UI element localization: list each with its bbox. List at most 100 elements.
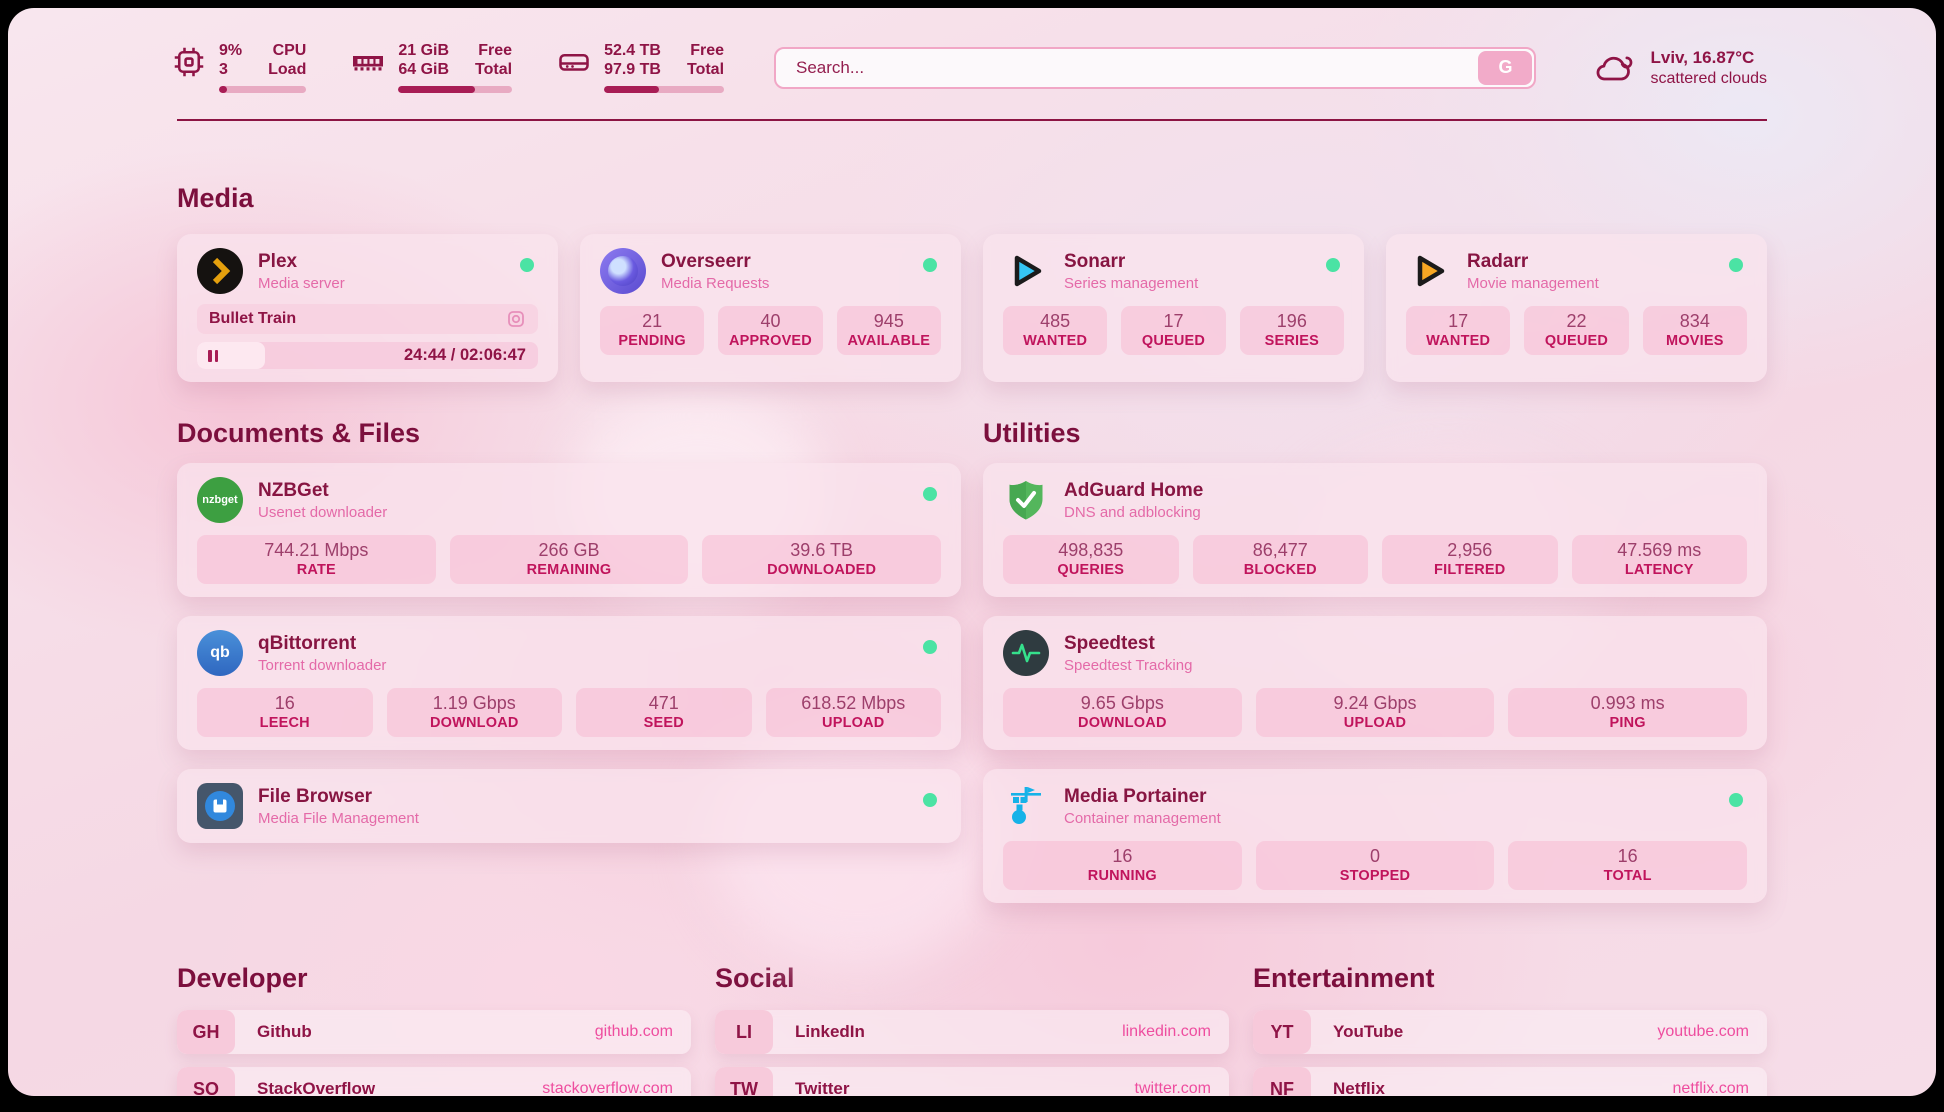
adguard-logo-icon xyxy=(1003,477,1049,523)
memory-free-value: 21 GiB xyxy=(398,42,450,59)
radarr-logo-icon xyxy=(1406,248,1452,294)
status-online-dot xyxy=(923,258,937,272)
bookmark-github[interactable]: GH Github github.com xyxy=(177,1010,691,1054)
stat-wanted: 17 WANTED xyxy=(1406,306,1511,355)
service-subtitle: Media File Management xyxy=(258,809,419,827)
section-title-developer: Developer xyxy=(177,963,308,993)
bookmark-youtube[interactable]: YT YouTube youtube.com xyxy=(1253,1010,1767,1054)
portainer-logo-icon xyxy=(1003,783,1049,829)
media-card-grid: Plex Media server Bullet Train 24:44 / 0 xyxy=(177,234,1767,382)
speedtest-logo-icon xyxy=(1003,630,1049,676)
cpu-usage-label: CPU xyxy=(272,42,307,59)
stat-stopped: 0 STOPPED xyxy=(1255,841,1495,890)
bookmark-abbr: SO xyxy=(177,1067,235,1096)
status-online-dot xyxy=(1326,258,1340,272)
stat-ping: 0.993 ms PING xyxy=(1508,688,1747,737)
service-card-overseerr[interactable]: Overseerr Media Requests 21 PENDING 40 A… xyxy=(580,234,961,382)
disk-progressbar xyxy=(604,86,725,93)
cpu-load-label: Load xyxy=(268,61,307,78)
stat-blocked: 86,477 BLOCKED xyxy=(1192,535,1368,584)
stat-available: 945 AVAILABLE xyxy=(836,306,941,355)
bookmark-name: LinkedIn xyxy=(795,1022,865,1041)
bookmark-netflix[interactable]: NF Netflix netflix.com xyxy=(1253,1067,1767,1096)
service-name: Plex xyxy=(258,250,298,272)
cpu-usage-value: 9% xyxy=(219,42,243,59)
status-online-dot xyxy=(1729,258,1743,272)
service-subtitle: Media Requests xyxy=(661,274,770,292)
service-name: Sonarr xyxy=(1064,250,1126,272)
cloud-icon xyxy=(1597,56,1633,80)
bookmark-name: Netflix xyxy=(1333,1079,1385,1096)
bookmark-name: Github xyxy=(257,1022,312,1041)
search-input[interactable] xyxy=(774,46,1537,89)
service-card-speedtest[interactable]: Speedtest Speedtest Tracking 9.65 Gbps D… xyxy=(983,616,1767,750)
service-name: qBittorrent xyxy=(258,632,357,654)
playback-progressbar: 24:44 / 02:06:47 xyxy=(197,342,538,369)
service-card-sonarr[interactable]: Sonarr Series management 485 WANTED 17 Q… xyxy=(983,234,1364,382)
bookmark-abbr: GH xyxy=(177,1010,235,1054)
stat-series: 196 SERIES xyxy=(1239,306,1344,355)
now-playing-row: Bullet Train xyxy=(197,304,538,334)
service-name: Radarr xyxy=(1467,250,1529,272)
disk-total-value: 97.9 TB xyxy=(604,61,661,78)
service-card-plex[interactable]: Plex Media server Bullet Train 24:44 / 0 xyxy=(177,234,558,382)
memory-total-value: 64 GiB xyxy=(398,61,450,78)
overseerr-logo-icon xyxy=(600,248,646,294)
bookmark-url: twitter.com xyxy=(1134,1080,1211,1096)
service-card-radarr[interactable]: Radarr Movie management 17 WANTED 22 QUE… xyxy=(1386,234,1767,382)
service-card-portainer[interactable]: Media Portainer Container management 16 … xyxy=(983,769,1767,903)
bookmark-url: stackoverflow.com xyxy=(542,1080,673,1096)
stat-wanted: 485 WANTED xyxy=(1003,306,1108,355)
service-card-filebrowser[interactable]: File Browser Media File Management xyxy=(177,769,961,843)
bookmark-linkedin[interactable]: LI LinkedIn linkedin.com xyxy=(715,1010,1229,1054)
bookmark-url: netflix.com xyxy=(1672,1080,1749,1096)
search-bar: G xyxy=(774,46,1537,89)
bookmark-stackoverflow[interactable]: SO StackOverflow stackoverflow.com xyxy=(177,1067,691,1096)
stat-seed: 471 SEED xyxy=(576,688,752,737)
status-online-dot xyxy=(1729,793,1743,807)
bookmark-abbr: YT xyxy=(1253,1010,1311,1054)
dashboard-screen: 9% CPU 3 Load 21 GiB Free 64 GiB To xyxy=(8,8,1936,1096)
service-subtitle: Speedtest Tracking xyxy=(1064,656,1193,674)
service-name: NZBGet xyxy=(258,479,329,501)
disk-free-value: 52.4 TB xyxy=(604,42,661,59)
stat-movies: 834 MOVIES xyxy=(1642,306,1747,355)
section-title-utilities: Utilities xyxy=(983,418,1081,448)
service-card-adguard[interactable]: AdGuard Home DNS and adblocking 498,835 … xyxy=(983,463,1767,597)
disk-widget: 52.4 TB Free 97.9 TB Total xyxy=(556,42,725,93)
cpu-load-value: 3 xyxy=(219,61,228,78)
bookmark-twitter[interactable]: TW Twitter twitter.com xyxy=(715,1067,1229,1096)
stat-total: 16 TOTAL xyxy=(1508,841,1747,890)
pause-icon[interactable] xyxy=(208,349,218,362)
service-subtitle: DNS and adblocking xyxy=(1064,503,1201,521)
nzbget-logo-icon: nzbget xyxy=(197,477,243,523)
memory-free-label: Free xyxy=(478,42,513,59)
bookmark-name: Twitter xyxy=(795,1079,850,1096)
section-title-social: Social xyxy=(715,963,795,993)
disk-total-label: Total xyxy=(686,61,725,78)
search-engine-button[interactable]: G xyxy=(1478,50,1533,85)
weather-condition: scattered clouds xyxy=(1650,69,1767,87)
service-name: File Browser xyxy=(258,785,373,807)
service-card-qbittorrent[interactable]: qb qBittorrent Torrent downloader 16 LEE… xyxy=(177,616,961,750)
cpu-icon xyxy=(174,47,204,77)
disk-free-label: Free xyxy=(690,42,725,59)
playback-time: 24:44 / 02:06:47 xyxy=(403,346,526,364)
memory-progressbar xyxy=(398,86,513,93)
stat-upload: 618.52 Mbps UPLOAD xyxy=(765,688,941,737)
stat-downloaded: 39.6 TB DOWNLOADED xyxy=(702,535,941,584)
service-subtitle: Usenet downloader xyxy=(258,503,388,521)
stat-download: 1.19 Gbps DOWNLOAD xyxy=(386,688,562,737)
top-bar: 9% CPU 3 Load 21 GiB Free 64 GiB To xyxy=(8,8,1936,93)
nzbget-logo-text: nzbget xyxy=(202,494,238,506)
service-card-nzbget[interactable]: nzbget NZBGet Usenet downloader 744.21 M… xyxy=(177,463,961,597)
cpu-widget: 9% CPU 3 Load xyxy=(171,42,307,93)
weather-widget: Lviv, 16.87°C scattered clouds xyxy=(1592,46,1767,90)
bookmark-url: github.com xyxy=(594,1023,673,1040)
status-online-dot xyxy=(923,487,937,501)
plex-logo-icon xyxy=(197,248,243,294)
memory-widget: 21 GiB Free 64 GiB Total xyxy=(350,42,513,93)
service-name: Overseerr xyxy=(661,250,751,272)
header-divider xyxy=(177,119,1767,121)
system-widgets: 9% CPU 3 Load 21 GiB Free 64 GiB To xyxy=(171,42,725,93)
